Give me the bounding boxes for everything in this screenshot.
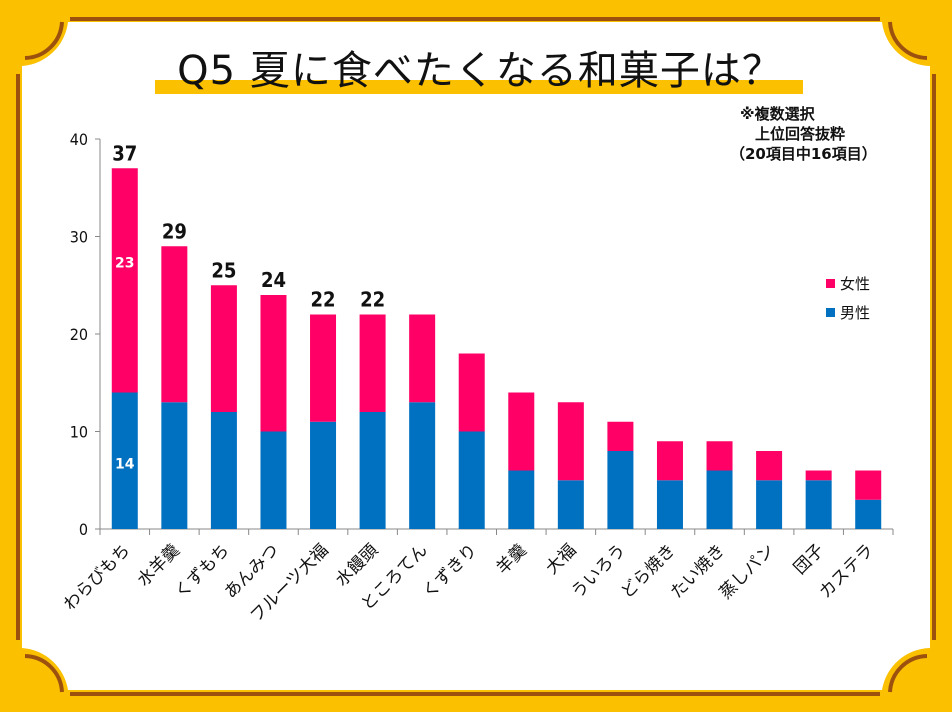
bar-segment-female [557, 402, 584, 481]
bar-total-label: 37 [112, 141, 137, 165]
bar-segment-male [210, 412, 237, 529]
legend-item-female: 女性 [826, 273, 870, 294]
bar-segment-female [359, 314, 386, 412]
bar-total-label: 25 [211, 258, 236, 282]
bar-total-label: 22 [360, 288, 385, 312]
bar-segment-male [656, 480, 683, 529]
x-category-label: ういろう [568, 540, 630, 602]
y-tick-label: 20 [70, 325, 88, 344]
x-category-label: 蒸しパン [716, 540, 779, 603]
bar-segment-female [260, 295, 287, 432]
x-category-label: くずきり [419, 540, 481, 602]
frame-corner-top-left [24, 21, 64, 60]
bar-segment-male [805, 480, 832, 529]
x-category-label: 羊羹 [493, 540, 531, 578]
y-tick-label: 10 [70, 423, 88, 442]
bar-segment-female [458, 353, 485, 432]
legend-swatch-male [826, 308, 835, 317]
bar-inner-label-male: 14 [115, 456, 135, 472]
x-category-label: 大福 [542, 540, 580, 578]
frame-corner-bottom-left [24, 654, 64, 693]
frame-corner-bottom-right [888, 654, 928, 693]
bar-segment-female [161, 246, 188, 403]
bar-segment-male [409, 402, 436, 529]
bar-segment-male [260, 431, 287, 529]
bar-inner-label-female: 23 [115, 255, 134, 271]
bar-segment-female [656, 441, 683, 481]
bar-total-label: 29 [162, 219, 187, 243]
survey-note: ※複数選択 上位回答抜粋 （20項目中16項目） [730, 104, 877, 164]
y-tick-label: 30 [70, 228, 88, 247]
chart-title: Q5 夏に食べたくなる和菓子は？ [177, 48, 783, 94]
bar-segment-male [111, 392, 138, 529]
bar-segment-female [409, 314, 436, 403]
bar-segment-female [805, 470, 832, 481]
bar-segment-female [210, 285, 237, 412]
frame-corner-top-right [888, 21, 928, 60]
legend-item-male: 男性 [826, 302, 870, 323]
x-category-label: 団子 [790, 540, 828, 578]
bar-total-label: 22 [311, 288, 336, 312]
title-block: Q5 夏に食べたくなる和菓子は？ [150, 46, 810, 96]
x-category-label: カステラ [816, 540, 878, 602]
bar-segment-female [756, 451, 783, 481]
bar-segment-male [706, 470, 733, 529]
bar-segment-female [607, 421, 634, 451]
bar-segment-female [310, 314, 337, 422]
bar-segment-male [756, 480, 783, 529]
legend-label-male: 男性 [840, 304, 871, 322]
bar-segment-female [706, 441, 733, 471]
legend-label-female: 女性 [840, 275, 871, 293]
bar-segment-female [111, 168, 138, 393]
bar-segment-male [458, 431, 485, 529]
bar-segment-male [359, 412, 386, 529]
x-category-label: どら焼き [617, 540, 679, 602]
x-category-label: わらびもち [60, 540, 134, 614]
bar-segment-male [310, 421, 337, 529]
bar-segment-male [161, 402, 188, 529]
bar-segment-female [508, 392, 535, 471]
bar-segment-male [557, 480, 584, 529]
note-line: ※複数選択 [740, 105, 815, 123]
y-tick-label: 0 [79, 520, 88, 539]
title-underline-bar [155, 80, 803, 94]
x-category-label: くずもち [171, 540, 233, 602]
bar-segment-male [508, 470, 535, 529]
bar-segment-male [607, 451, 634, 529]
bar-segment-male [855, 499, 882, 529]
legend-swatch-female [826, 279, 835, 288]
bar-segment-female [855, 470, 882, 500]
note-line: （20項目中16項目） [730, 145, 877, 163]
y-tick-label: 40 [70, 130, 88, 149]
bar-total-label: 24 [261, 268, 286, 292]
note-line: 上位回答抜粋 [755, 125, 846, 143]
